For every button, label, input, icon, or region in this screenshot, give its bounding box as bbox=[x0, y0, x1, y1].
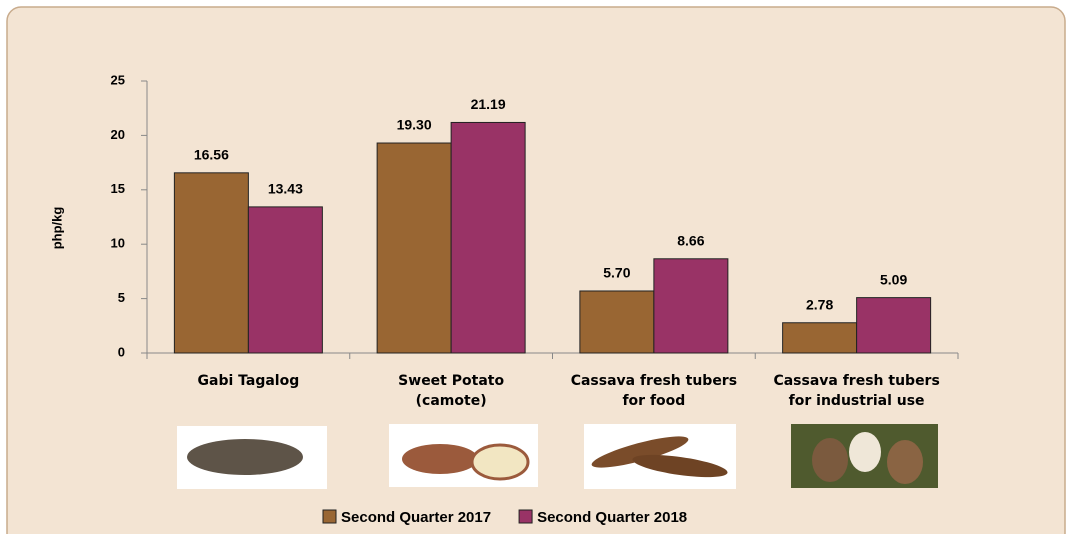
y-tick-label: 10 bbox=[111, 236, 125, 251]
bar bbox=[377, 143, 451, 353]
tuber bbox=[812, 438, 848, 482]
x-tick-label-box: Cassava fresh tubers for industrial use bbox=[757, 371, 957, 415]
bar bbox=[783, 323, 857, 353]
data-label: 21.19 bbox=[471, 96, 506, 112]
data-label: 2.78 bbox=[806, 296, 833, 312]
tuber bbox=[887, 440, 923, 484]
tuber-slice bbox=[849, 432, 881, 472]
bar bbox=[857, 298, 931, 353]
bar bbox=[174, 173, 248, 353]
y-axis-title: php/kg bbox=[49, 207, 64, 250]
data-label: 16.56 bbox=[194, 147, 229, 163]
legend-label: Second Quarter 2017 bbox=[341, 509, 491, 526]
legend-swatch bbox=[323, 510, 336, 523]
tuber-slice bbox=[472, 445, 528, 479]
data-label: 5.70 bbox=[603, 265, 630, 281]
data-label: 5.09 bbox=[880, 271, 907, 287]
y-tick-label: 20 bbox=[111, 127, 125, 142]
legend-swatch bbox=[519, 510, 532, 523]
y-tick-label: 5 bbox=[118, 290, 125, 305]
data-label: 8.66 bbox=[677, 232, 704, 248]
data-label: 19.30 bbox=[397, 117, 432, 133]
bar bbox=[580, 291, 654, 353]
x-tick-label-box: Cassava fresh tubers for food bbox=[554, 371, 754, 415]
y-tick-label: 15 bbox=[111, 181, 125, 196]
x-tick-label: Gabi Tagalog bbox=[148, 371, 348, 391]
tuber bbox=[402, 444, 478, 474]
x-tick-label-box: Sweet Potato (camote) bbox=[351, 371, 551, 415]
bar bbox=[248, 207, 322, 353]
y-tick-label: 0 bbox=[118, 344, 125, 359]
chart: php/kg 0 5 10 15 20 25 Gabi Tagalog 16.56 13.43 S… bbox=[0, 0, 1068, 534]
x-tick-label: Cassava fresh tubers for food bbox=[554, 371, 754, 411]
x-tick-label: Sweet Potato (camote) bbox=[351, 371, 551, 411]
y-tick-label: 25 bbox=[111, 72, 125, 87]
bar bbox=[654, 259, 728, 353]
data-label: 13.43 bbox=[268, 181, 303, 197]
bar bbox=[451, 122, 525, 353]
x-tick-label-box: Gabi Tagalog bbox=[148, 371, 348, 415]
legend-label: Second Quarter 2018 bbox=[537, 509, 687, 526]
tuber bbox=[187, 439, 303, 475]
x-tick-label: Cassava fresh tubers for industrial use bbox=[757, 371, 957, 411]
